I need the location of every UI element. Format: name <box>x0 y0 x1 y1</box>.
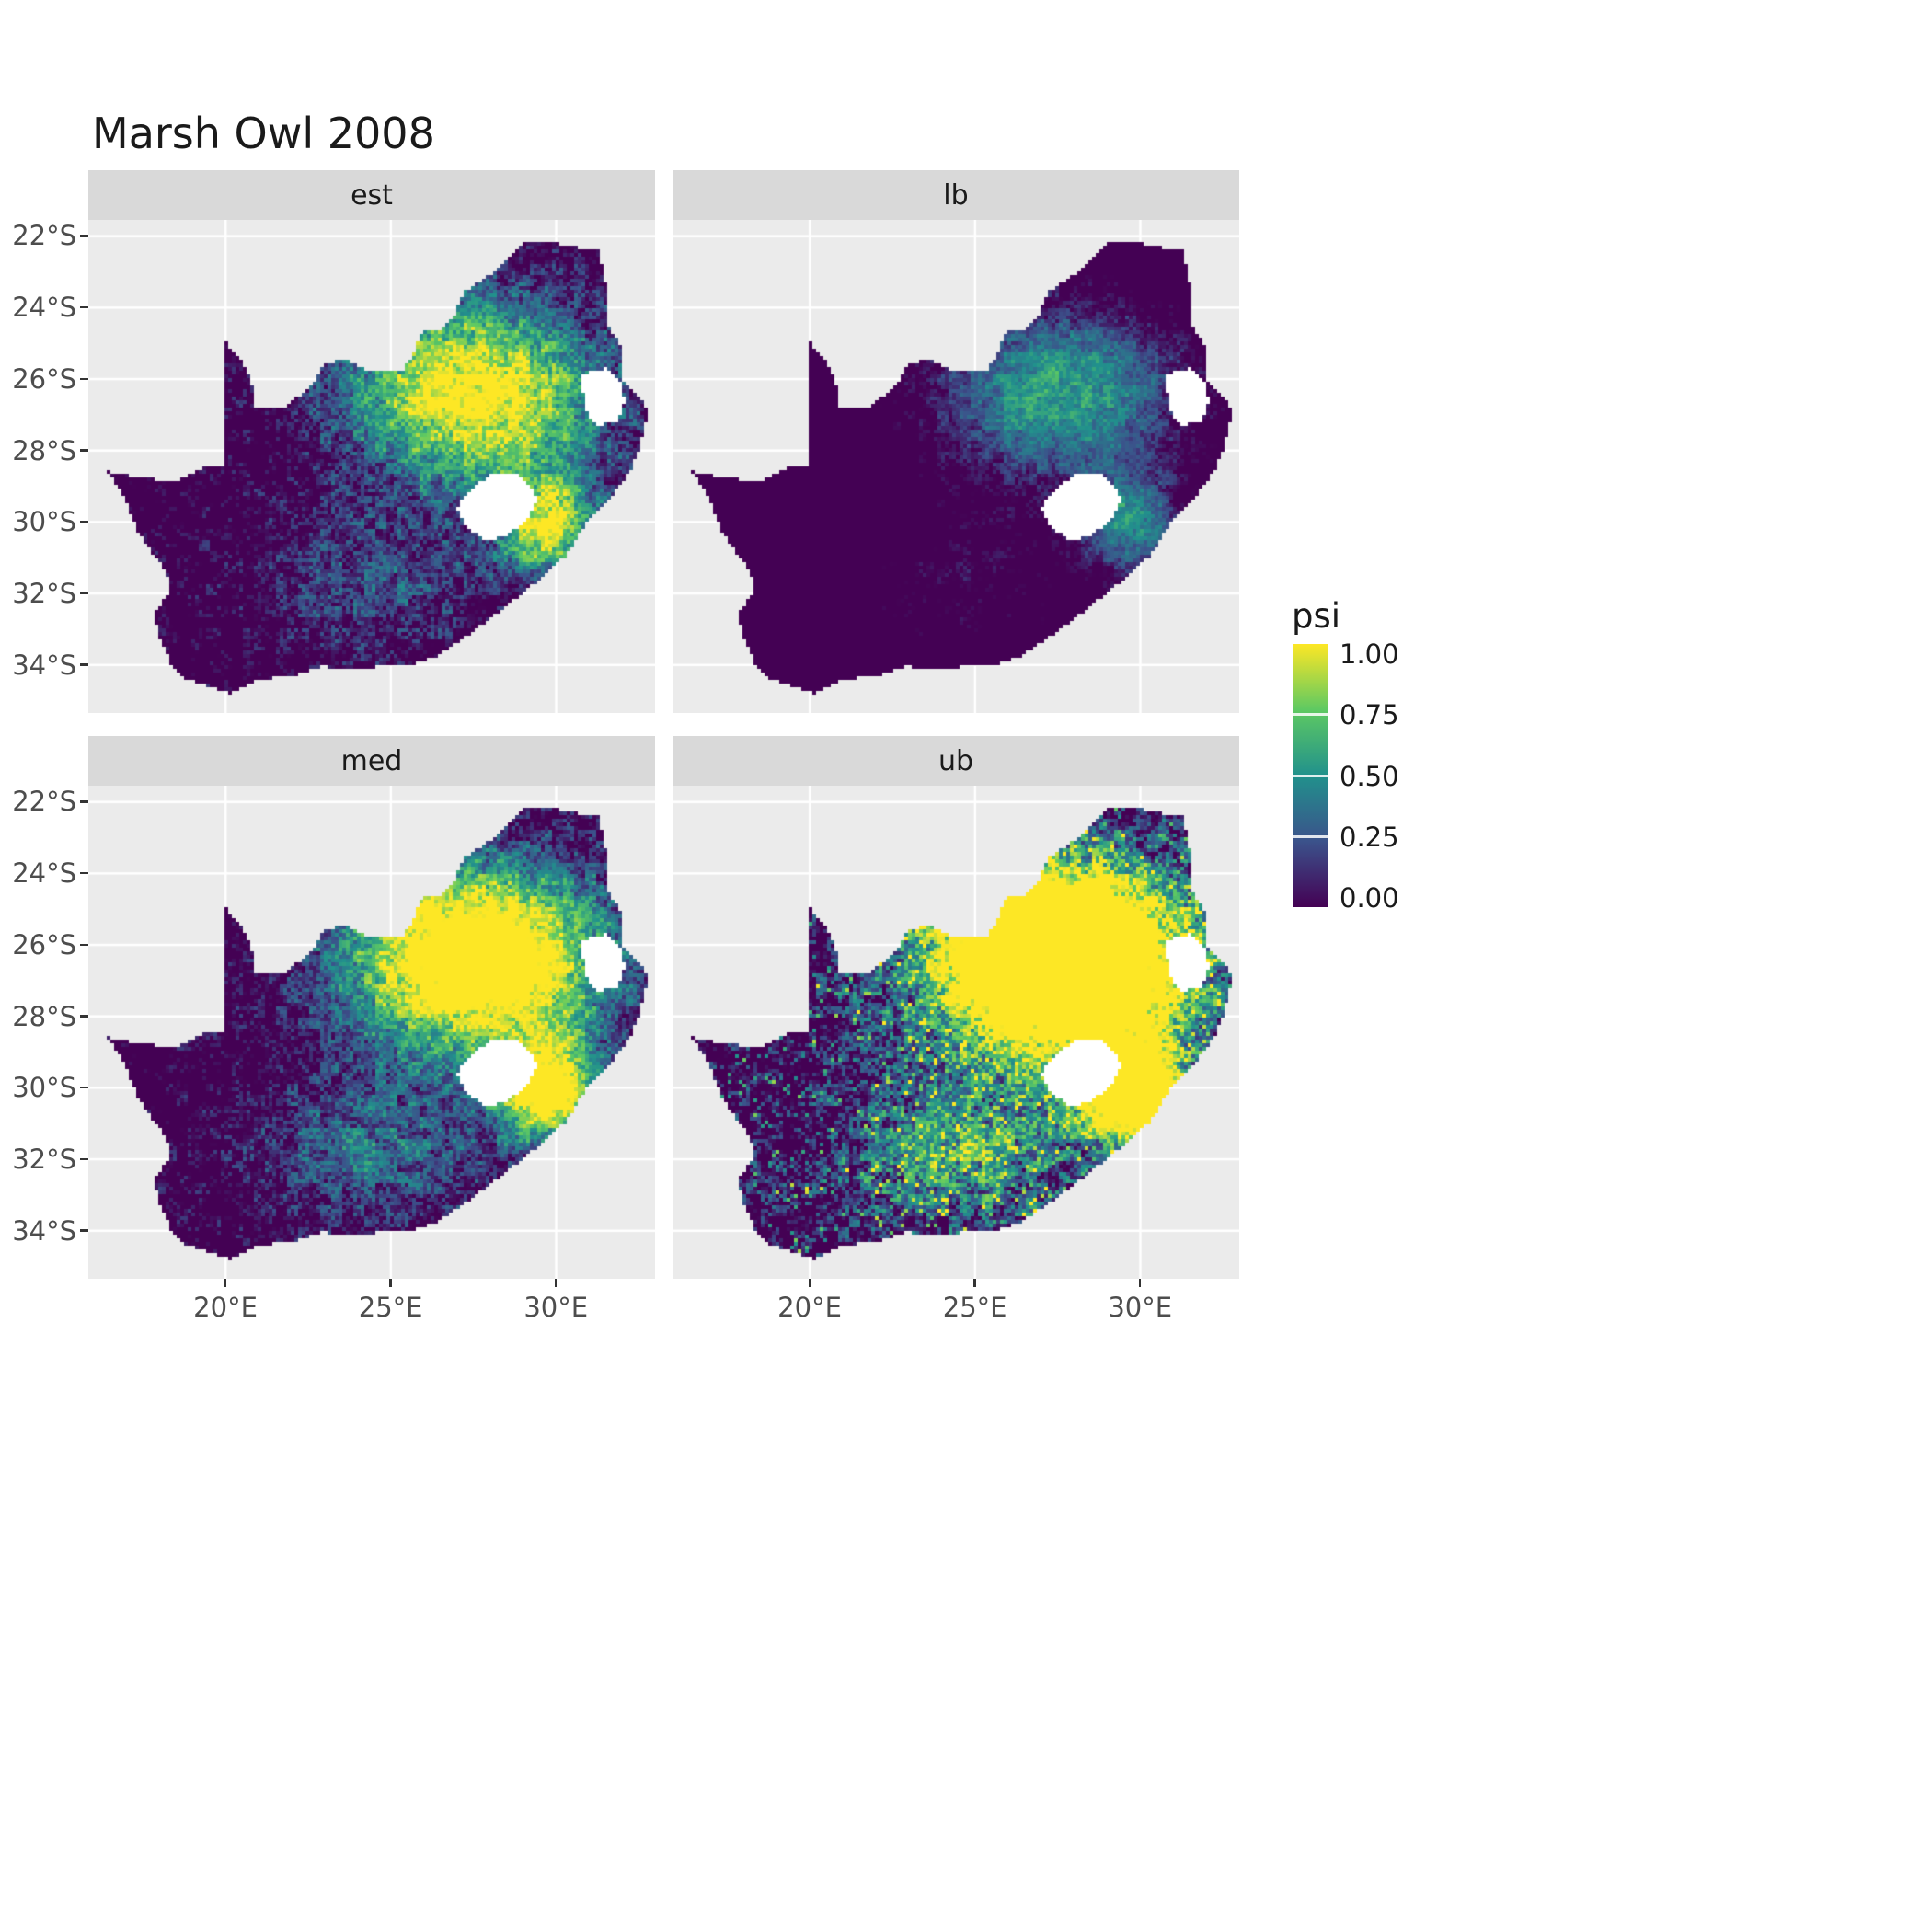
facet-strip-ub: ub <box>673 736 1239 786</box>
legend-label: 0.00 <box>1340 882 1399 914</box>
facet-strip-med: med <box>88 736 655 786</box>
legend-tick-0.50 <box>1293 775 1328 777</box>
y-tick-label: 24°S <box>12 857 76 890</box>
y-axis-tick <box>80 943 88 947</box>
y-axis-tick <box>80 521 88 523</box>
legend-tick-0.75 <box>1293 713 1328 716</box>
y-axis-tick <box>80 305 88 309</box>
y-axis-tick <box>80 377 88 381</box>
y-tick-label: 28°S <box>12 1000 76 1032</box>
facet-strip-label: lb <box>943 178 969 212</box>
y-tick-label: 22°S <box>12 220 76 252</box>
legend-title: psi <box>1292 596 1341 636</box>
y-axis-tick <box>80 592 88 595</box>
y-axis-tick <box>80 1087 88 1089</box>
facet-strip-lb: lb <box>673 170 1239 220</box>
facet-strip-label: ub <box>937 744 974 777</box>
facet-strip-label: est <box>351 178 393 212</box>
legend-label: 0.50 <box>1340 761 1399 792</box>
y-axis-tick <box>80 449 88 452</box>
x-tick-label: 20°E <box>193 1292 258 1323</box>
x-axis-tick <box>389 1279 392 1287</box>
map-panel-ub <box>673 786 1239 1279</box>
x-tick-label: 25°E <box>358 1292 423 1323</box>
y-tick-label: 32°S <box>12 577 76 609</box>
facet-strip-est: est <box>88 170 655 220</box>
x-axis-tick <box>973 1279 976 1287</box>
map-panel-est <box>88 220 655 713</box>
x-tick-label: 20°E <box>777 1292 842 1323</box>
y-tick-label: 34°S <box>12 649 76 681</box>
y-axis-tick <box>80 871 88 875</box>
y-tick-label: 24°S <box>12 292 76 324</box>
x-axis-tick <box>224 1279 227 1287</box>
y-axis-tick <box>80 1157 88 1161</box>
y-tick-label: 30°S <box>12 1072 76 1104</box>
legend-label: 1.00 <box>1340 638 1399 670</box>
map-panel-med <box>88 786 655 1279</box>
y-axis-tick <box>80 235 88 237</box>
y-tick-label: 32°S <box>12 1143 76 1175</box>
y-axis-tick <box>80 800 88 803</box>
y-tick-label: 34°S <box>12 1214 76 1247</box>
y-tick-label: 26°S <box>12 362 76 395</box>
y-tick-label: 22°S <box>12 786 76 818</box>
x-axis-tick <box>1139 1279 1142 1287</box>
x-axis-tick <box>808 1279 811 1287</box>
map-panel-lb <box>673 220 1239 713</box>
y-axis-tick <box>80 663 88 666</box>
x-tick-label: 30°E <box>1108 1292 1173 1323</box>
x-tick-label: 25°E <box>942 1292 1007 1323</box>
legend-label: 0.25 <box>1340 822 1399 853</box>
x-axis-tick <box>555 1279 558 1287</box>
y-tick-label: 28°S <box>12 434 76 466</box>
x-tick-label: 30°E <box>523 1292 589 1323</box>
facet-strip-label: med <box>340 744 403 777</box>
legend-tick-0.25 <box>1293 835 1328 838</box>
y-axis-tick <box>80 1015 88 1018</box>
y-tick-label: 26°S <box>12 928 76 960</box>
legend-label: 0.75 <box>1340 699 1399 730</box>
y-tick-label: 30°S <box>12 506 76 538</box>
figure-title: Marsh Owl 2008 <box>92 109 435 158</box>
y-axis-tick <box>80 1229 88 1232</box>
